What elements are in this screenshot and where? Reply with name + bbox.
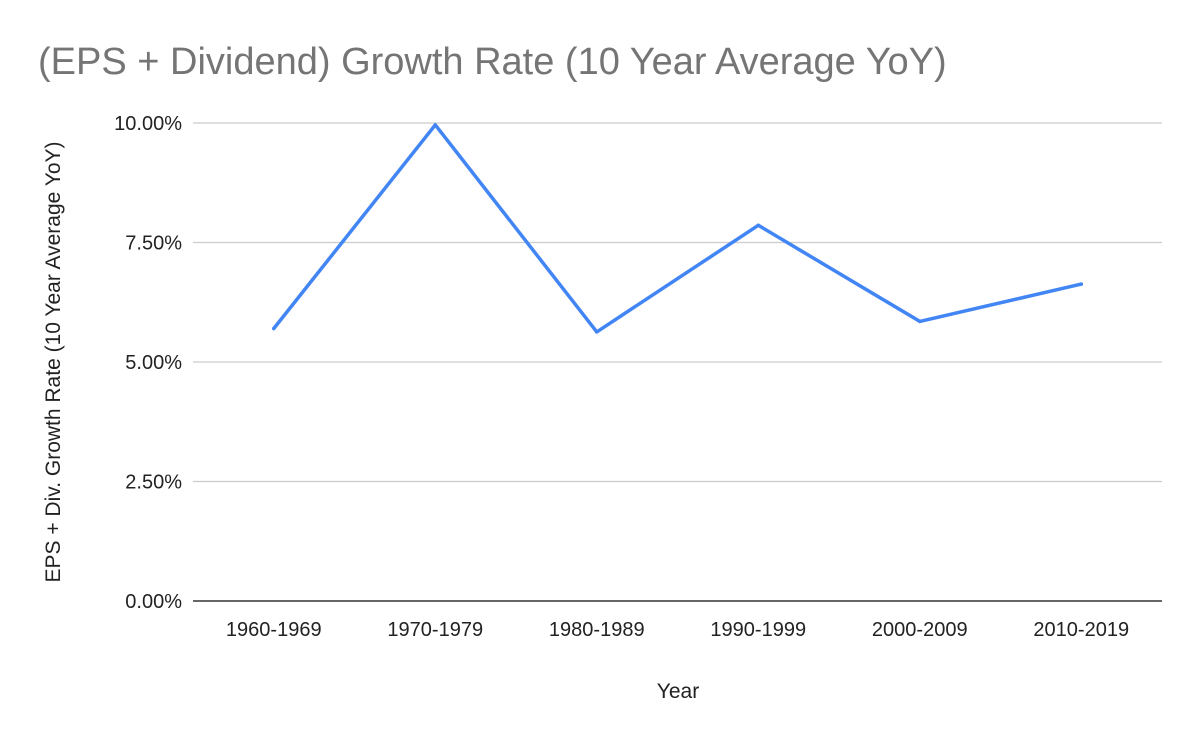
y-tick-label: 5.00% xyxy=(125,352,182,374)
x-tick-label: 1960-1969 xyxy=(226,619,322,641)
y-tick-label: 2.50% xyxy=(125,472,182,494)
data-point xyxy=(433,123,437,127)
y-axis-ticks: 0.00% 2.50% 5.00% 7.50% 10.00% xyxy=(114,113,182,613)
x-tick-label: 1970-1979 xyxy=(387,619,483,641)
x-axis-title: Year xyxy=(657,680,699,703)
data-point xyxy=(595,330,599,334)
y-tick-label: 0.00% xyxy=(125,591,182,613)
gridlines xyxy=(193,122,1162,602)
y-tick-label: 10.00% xyxy=(114,113,182,135)
data-point xyxy=(756,223,760,228)
series-layer xyxy=(272,123,1084,334)
y-axis-title: EPS + Div. Growth Rate (10 Year Average … xyxy=(42,141,65,582)
x-tick-label: 1990-1999 xyxy=(710,619,806,641)
x-tick-label: 2010-2019 xyxy=(1033,619,1129,641)
data-point xyxy=(1079,282,1083,286)
x-tick-label: 1980-1989 xyxy=(549,619,645,641)
chart-title: (EPS + Dividend) Growth Rate (10 Year Av… xyxy=(38,41,947,83)
y-tick-label: 7.50% xyxy=(125,233,182,255)
data-point xyxy=(918,319,922,324)
x-axis-ticks: 1960-1969 1970-1979 1980-1989 1990-1999 2000… xyxy=(226,619,1129,641)
x-tick-label: 2000-2009 xyxy=(872,619,968,641)
series-line xyxy=(272,123,1084,334)
data-point xyxy=(272,326,276,331)
